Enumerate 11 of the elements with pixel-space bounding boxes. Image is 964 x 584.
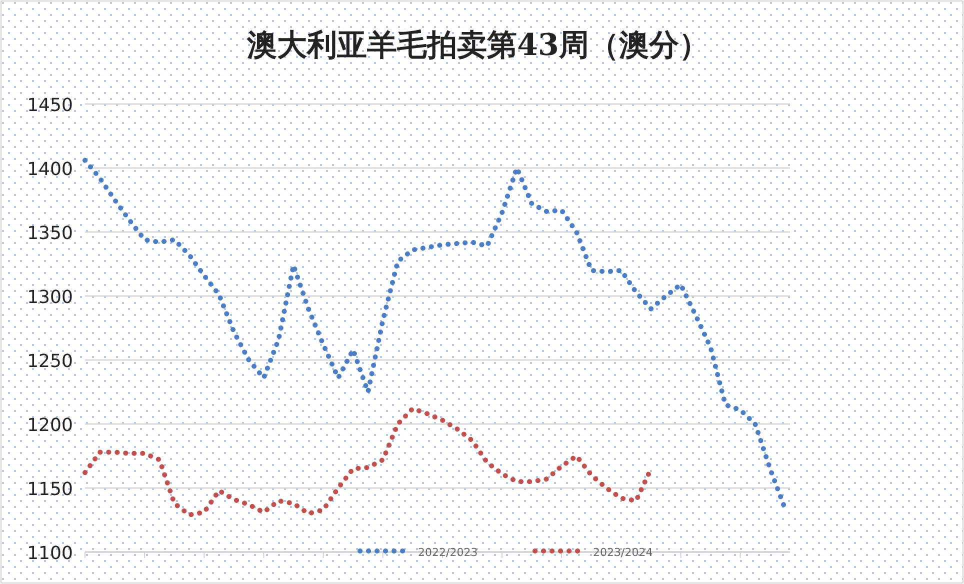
y-tick-label: 1400	[27, 159, 73, 180]
y-tick-label: 1300	[27, 287, 73, 308]
legend-label: 2023/2024	[593, 546, 653, 559]
y-tick-label: 1350	[27, 223, 73, 244]
y-tick-label: 1150	[27, 479, 73, 500]
chart-title: 澳大利亚羊毛拍卖第43周（澳分）	[246, 28, 709, 63]
y-tick-label: 1450	[27, 95, 73, 116]
y-tick-label: 1250	[27, 351, 73, 372]
legend-label: 2022/2023	[418, 546, 478, 559]
y-tick-label: 1200	[27, 415, 73, 436]
y-tick-label: 1100	[27, 543, 73, 564]
